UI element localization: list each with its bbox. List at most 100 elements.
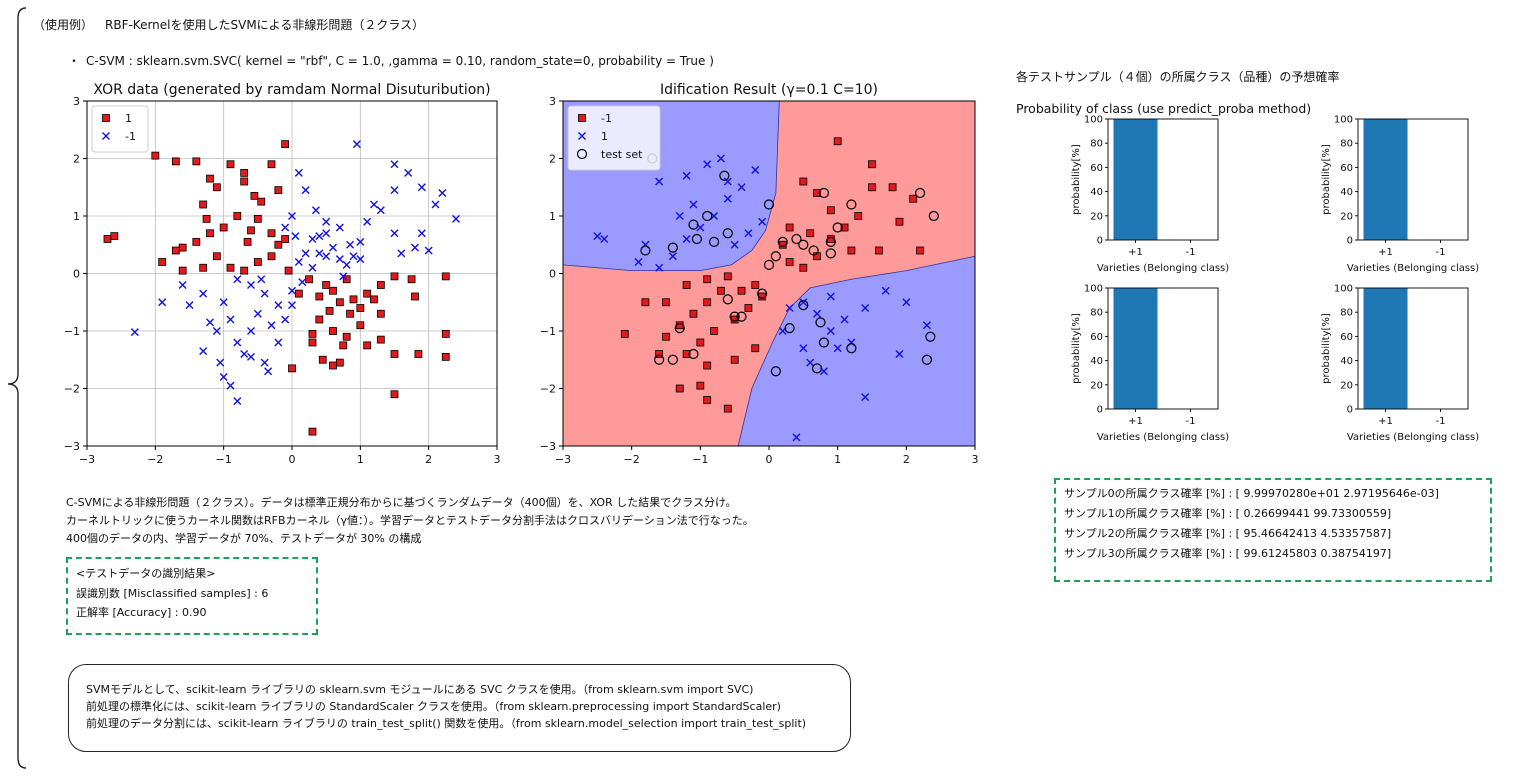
data-point bbox=[689, 309, 698, 318]
chart-title: XOR data (generated by ramdam Normal Dis… bbox=[93, 82, 490, 98]
y-tick-label: 40 bbox=[1090, 356, 1103, 367]
data-point bbox=[417, 183, 426, 192]
data-point bbox=[751, 344, 760, 353]
data-point bbox=[722, 294, 733, 305]
data-point bbox=[339, 341, 348, 350]
misclassified-count: 誤識別数 [Misclassified samples] : 6 bbox=[76, 587, 269, 600]
data-point bbox=[281, 235, 290, 243]
y-tick-label: 20 bbox=[1340, 211, 1353, 222]
data-point bbox=[909, 194, 918, 203]
data-point bbox=[346, 309, 354, 318]
data-point bbox=[846, 199, 857, 210]
data-point bbox=[414, 350, 423, 358]
data-point bbox=[253, 214, 262, 223]
data-point bbox=[751, 166, 760, 174]
data-point bbox=[267, 160, 276, 169]
x-axis-label: Varieties (Belonging class) bbox=[1097, 263, 1229, 274]
data-point bbox=[798, 300, 809, 311]
data-point bbox=[322, 229, 331, 238]
data-point bbox=[206, 174, 214, 183]
y-axis-label: probability[%] bbox=[1071, 313, 1082, 384]
data-point bbox=[315, 232, 324, 241]
data-point bbox=[267, 321, 276, 330]
y-axis-label: probability[%] bbox=[1321, 144, 1332, 215]
x-tick-label: +1 bbox=[1128, 247, 1143, 258]
data-point bbox=[751, 281, 760, 289]
data-point bbox=[826, 206, 835, 215]
x-tick-label: +1 bbox=[1378, 416, 1393, 427]
data-point bbox=[178, 243, 187, 252]
data-point bbox=[219, 223, 228, 232]
data-point bbox=[813, 309, 822, 318]
legend-marker bbox=[578, 114, 586, 122]
y-tick-label: 60 bbox=[1090, 163, 1103, 174]
data-point bbox=[792, 433, 801, 442]
data-point bbox=[431, 200, 440, 209]
data-point bbox=[888, 183, 897, 192]
data-point bbox=[335, 223, 344, 232]
data-point bbox=[826, 327, 835, 335]
y-tick-label: 80 bbox=[1090, 308, 1103, 319]
data-point bbox=[689, 200, 698, 209]
legend: -1 1 test set bbox=[567, 105, 661, 171]
data-point bbox=[778, 240, 787, 249]
data-point bbox=[662, 298, 670, 307]
data-point bbox=[363, 289, 372, 298]
data-point bbox=[178, 281, 187, 289]
data-point bbox=[641, 298, 650, 307]
right-subheading: Probability of class (use predict_proba … bbox=[1016, 101, 1312, 116]
data-point bbox=[206, 318, 214, 327]
data-point bbox=[294, 258, 303, 266]
data-point bbox=[655, 350, 664, 358]
data-point bbox=[411, 243, 419, 252]
plot-frame bbox=[1357, 287, 1469, 410]
x-axis-label: Varieties (Belonging class) bbox=[1347, 263, 1479, 274]
data-point bbox=[914, 187, 926, 199]
data-point bbox=[785, 223, 794, 232]
left-brace bbox=[7, 7, 27, 769]
data-point bbox=[777, 236, 788, 247]
data-point bbox=[763, 259, 775, 270]
legend-label: -1 bbox=[125, 130, 136, 143]
y-tick-label: 2 bbox=[549, 153, 556, 166]
decision-boundary-1 bbox=[562, 100, 780, 272]
x-tick-label: 3 bbox=[494, 453, 501, 466]
x-tick-label: −2 bbox=[624, 453, 640, 466]
notes-line-2: 前処理の標準化には、scikit-learn ライブラリの StandardSc… bbox=[86, 700, 781, 713]
identification-result-chart: −3 −2 −1 0 1 2 3 −3 −2 −1 0 1 2 3 Idification Result (… bbox=[540, 82, 979, 466]
data-point bbox=[826, 292, 835, 301]
data-point bbox=[219, 298, 228, 307]
data-point bbox=[847, 246, 856, 255]
plot-frame bbox=[1357, 118, 1469, 241]
data-point bbox=[655, 177, 664, 186]
data-point bbox=[928, 210, 939, 222]
legend-label: 1 bbox=[125, 112, 132, 125]
data-point bbox=[288, 286, 296, 295]
x-tick-label: 1 bbox=[357, 453, 364, 466]
x-tick-label: 0 bbox=[289, 453, 296, 466]
data-point bbox=[861, 304, 870, 312]
data-point bbox=[342, 260, 351, 269]
data-point bbox=[703, 361, 712, 370]
data-point bbox=[274, 338, 283, 347]
y-tick-label: 0 bbox=[549, 268, 556, 281]
y-tick-label: 1 bbox=[73, 210, 80, 223]
data-point bbox=[799, 263, 808, 272]
data-point bbox=[438, 189, 447, 197]
data-point bbox=[818, 187, 830, 199]
data-point bbox=[342, 332, 351, 341]
y-tick-label: 20 bbox=[1340, 380, 1353, 391]
y-axis-label: probability[%] bbox=[1321, 313, 1332, 384]
data-point bbox=[192, 237, 201, 246]
x-tick-label: +1 bbox=[1378, 247, 1393, 258]
data-point bbox=[390, 272, 399, 281]
data-point bbox=[674, 323, 685, 334]
data-point bbox=[308, 338, 317, 347]
data-point bbox=[811, 363, 823, 374]
data-point bbox=[902, 298, 911, 307]
right-heading: 各テストサンプル（４個）の所属クラス（品種）の予想確率 bbox=[1016, 70, 1340, 84]
data-point bbox=[356, 321, 365, 330]
data-point bbox=[240, 177, 249, 186]
svc-call: C-SVM : sklearn.svm.SVC( kernel = "rbf",… bbox=[86, 54, 714, 68]
legend-marker bbox=[576, 148, 588, 160]
